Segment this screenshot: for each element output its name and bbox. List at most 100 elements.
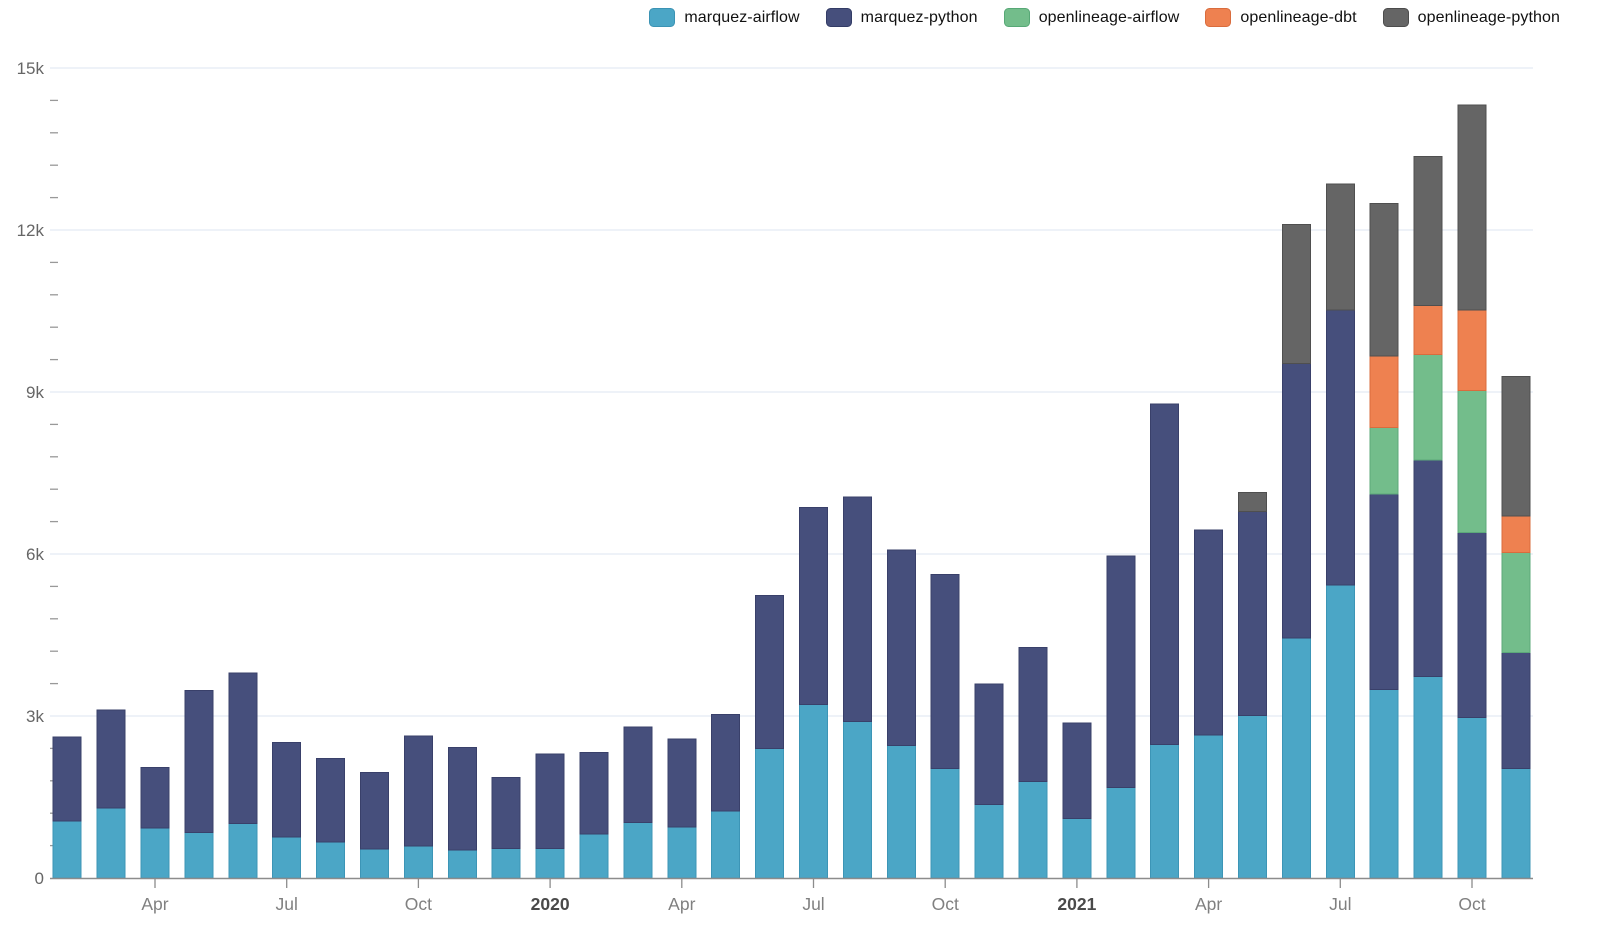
bar-segment-marquez-airflow-2021-01[interactable] [1062, 818, 1092, 879]
bar-segment-openlineage-python-2021-06[interactable] [1281, 223, 1311, 365]
bar-segment-marquez-airflow-2019-06[interactable] [228, 823, 258, 879]
bar-segment-marquez-python-2020-07[interactable] [799, 507, 828, 705]
bar-segment-marquez-python-2021-11[interactable] [1501, 652, 1531, 769]
bar-segment-marquez-python-2019-05[interactable] [184, 689, 214, 833]
bar-segment-marquez-python-2021-04[interactable] [1194, 529, 1224, 736]
bar-segment-marquez-python-2020-10[interactable] [930, 573, 960, 769]
bar-segment-openlineage-dbt-2021-11[interactable] [1501, 515, 1531, 554]
bar-segment-marquez-python-2019-03[interactable] [96, 709, 126, 809]
bar-segment-marquez-airflow-2021-10[interactable] [1457, 717, 1487, 879]
bar-segment-marquez-python-2020-12[interactable] [1018, 646, 1048, 782]
bar-segment-openlineage-dbt-2021-09[interactable] [1413, 305, 1443, 356]
bar-segment-marquez-python-2020-05[interactable] [711, 713, 741, 812]
y-axis-label-3000: 3k [26, 707, 44, 726]
bar-segment-marquez-airflow-2021-04[interactable] [1194, 734, 1224, 879]
x-axis-label-2020-10: Oct [932, 894, 959, 914]
y-axis-label-6000: 6k [26, 545, 44, 564]
bar-segment-marquez-python-2019-04[interactable] [140, 766, 170, 829]
bar-segment-marquez-airflow-2020-06[interactable] [755, 747, 785, 879]
bar-segment-marquez-python-2020-01[interactable] [535, 753, 565, 849]
bar-segment-marquez-airflow-2021-09[interactable] [1413, 676, 1443, 879]
bar-segment-marquez-python-2019-07[interactable] [272, 742, 302, 838]
x-axis-label-2020-04: Apr [668, 894, 695, 914]
bar-segment-marquez-python-2020-04[interactable] [667, 738, 697, 828]
legend-label: marquez-airflow [684, 8, 800, 26]
bar-segment-openlineage-airflow-2021-10[interactable] [1457, 390, 1487, 533]
bar-segment-marquez-python-2021-05[interactable] [1238, 511, 1267, 717]
x-axis-label-2020-07: Jul [802, 894, 824, 914]
x-axis-label-2021-07: Jul [1329, 894, 1351, 914]
bar-segment-marquez-airflow-2020-02[interactable] [579, 833, 609, 879]
bar-segment-marquez-airflow-2020-01[interactable] [535, 847, 565, 879]
bar-segment-marquez-python-2019-08[interactable] [316, 757, 346, 843]
bar-segment-marquez-airflow-2020-08[interactable] [842, 721, 872, 879]
bar-segment-openlineage-airflow-2021-11[interactable] [1501, 552, 1531, 653]
bar-segment-marquez-airflow-2020-05[interactable] [711, 810, 741, 879]
bar-segment-marquez-airflow-2019-04[interactable] [140, 827, 170, 879]
bar-segment-marquez-airflow-2019-08[interactable] [316, 841, 346, 879]
bar-segment-marquez-python-2020-08[interactable] [842, 496, 872, 723]
legend-item-marquez-airflow[interactable]: marquez-airflow [649, 8, 800, 27]
bar-segment-marquez-python-2019-11[interactable] [447, 746, 477, 851]
bar-segment-marquez-airflow-2021-11[interactable] [1501, 767, 1531, 879]
y-axis-label-15000: 15k [17, 59, 45, 78]
bar-segment-marquez-python-2019-06[interactable] [228, 672, 258, 824]
legend-label: openlineage-python [1417, 8, 1560, 26]
bar-segment-marquez-airflow-2019-05[interactable] [184, 831, 214, 879]
bar-segment-marquez-airflow-2019-11[interactable] [447, 849, 477, 879]
x-axis-label-2021-10: Oct [1458, 894, 1485, 914]
bar-segment-marquez-airflow-2021-05[interactable] [1238, 715, 1267, 879]
legend-item-marquez-python[interactable]: marquez-python [825, 8, 978, 27]
bar-segment-marquez-python-2019-02[interactable] [52, 736, 82, 822]
bar-segment-marquez-airflow-2020-09[interactable] [886, 744, 916, 879]
bar-segment-marquez-airflow-2021-02[interactable] [1106, 787, 1136, 879]
bar-segment-marquez-airflow-2021-08[interactable] [1369, 688, 1399, 879]
bar-segment-openlineage-python-2021-10[interactable] [1457, 104, 1487, 311]
bar-segment-marquez-airflow-2020-12[interactable] [1018, 780, 1048, 879]
bar-segment-openlineage-dbt-2021-10[interactable] [1457, 309, 1487, 392]
bar-segment-marquez-airflow-2019-02[interactable] [52, 820, 82, 879]
y-axis-label-0: 0 [35, 869, 44, 888]
bar-segment-marquez-python-2020-06[interactable] [755, 594, 785, 749]
bar-segment-marquez-python-2021-10[interactable] [1457, 531, 1487, 719]
legend-item-openlineage-airflow[interactable]: openlineage-airflow [1003, 8, 1180, 27]
bar-segment-marquez-airflow-2020-10[interactable] [930, 767, 960, 879]
bar-segment-marquez-python-2021-09[interactable] [1413, 459, 1443, 677]
bar-segment-marquez-airflow-2020-11[interactable] [974, 803, 1004, 879]
bar-segment-marquez-airflow-2021-07[interactable] [1325, 584, 1355, 879]
legend-item-openlineage-python[interactable]: openlineage-python [1382, 8, 1560, 27]
bar-segment-marquez-airflow-2020-03[interactable] [623, 822, 653, 879]
bar-segment-marquez-airflow-2019-03[interactable] [96, 807, 126, 879]
bar-segment-openlineage-python-2021-05[interactable] [1238, 492, 1267, 513]
bar-segment-openlineage-airflow-2021-09[interactable] [1413, 354, 1443, 461]
bar-segment-marquez-python-2020-11[interactable] [974, 683, 1004, 805]
bar-segment-marquez-python-2020-09[interactable] [886, 549, 916, 746]
bar-segment-marquez-python-2021-01[interactable] [1062, 722, 1092, 820]
x-axis-label-2020-01: 2020 [531, 894, 570, 914]
bar-segment-marquez-airflow-2021-06[interactable] [1281, 637, 1311, 879]
bar-segment-marquez-airflow-2020-04[interactable] [667, 826, 697, 879]
bar-segment-marquez-python-2020-03[interactable] [623, 726, 653, 824]
bar-segment-openlineage-python-2021-08[interactable] [1369, 203, 1399, 357]
bar-segment-openlineage-python-2021-07[interactable] [1325, 183, 1355, 311]
bar-segment-marquez-python-2021-07[interactable] [1325, 309, 1355, 586]
bar-segment-marquez-python-2019-09[interactable] [360, 772, 389, 850]
bar-segment-marquez-python-2020-02[interactable] [579, 752, 609, 835]
bar-segment-marquez-python-2019-12[interactable] [491, 777, 521, 849]
legend-item-openlineage-dbt[interactable]: openlineage-dbt [1205, 8, 1357, 27]
bar-segment-marquez-airflow-2021-03[interactable] [1150, 743, 1180, 879]
bar-segment-marquez-python-2019-10[interactable] [403, 735, 433, 847]
bar-segment-marquez-airflow-2019-07[interactable] [272, 836, 302, 879]
bar-segment-openlineage-python-2021-11[interactable] [1501, 376, 1531, 517]
bar-segment-openlineage-dbt-2021-08[interactable] [1369, 355, 1399, 428]
bar-segment-marquez-airflow-2019-09[interactable] [360, 848, 389, 879]
bar-segment-openlineage-python-2021-09[interactable] [1413, 156, 1443, 307]
bar-segment-marquez-python-2021-03[interactable] [1150, 403, 1180, 745]
bar-segment-marquez-airflow-2020-07[interactable] [799, 703, 828, 879]
bar-segment-marquez-python-2021-02[interactable] [1106, 555, 1136, 789]
bar-segment-marquez-python-2021-08[interactable] [1369, 493, 1399, 690]
bar-segment-openlineage-airflow-2021-08[interactable] [1369, 426, 1399, 495]
bar-segment-marquez-python-2021-06[interactable] [1281, 363, 1311, 639]
bar-segment-marquez-airflow-2019-12[interactable] [491, 847, 521, 879]
bar-segment-marquez-airflow-2019-10[interactable] [403, 845, 433, 879]
